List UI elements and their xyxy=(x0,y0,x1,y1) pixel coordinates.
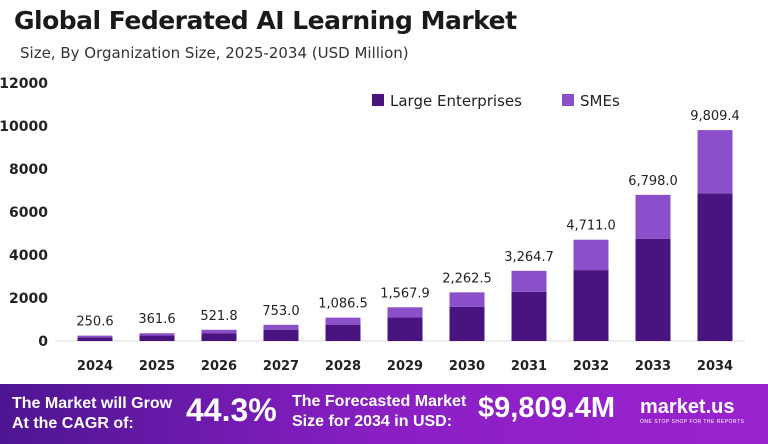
forecast-label-line2: Size for 2034 in USD: xyxy=(292,413,453,430)
x-tick-label: 2032 xyxy=(573,359,609,374)
bar-large-enterprises xyxy=(139,335,175,341)
forecast-label: The Forecasted Market Size for 2034 in US… xyxy=(292,392,466,432)
x-tick-label: 2033 xyxy=(635,359,671,374)
chart-title: Global Federated AI Learning Market xyxy=(14,6,517,35)
forecast-label-line1: The Forecasted Market xyxy=(292,393,467,410)
chart-subtitle: Size, By Organization Size, 2025-2034 (U… xyxy=(20,44,409,62)
legend-label: Large Enterprises xyxy=(390,92,522,110)
x-tick-label: 2030 xyxy=(449,359,485,374)
market-us-logo: market.us ONE STOP SHOP FOR THE REPORTS xyxy=(640,396,744,425)
x-tick-label: 2027 xyxy=(263,359,299,374)
bar-large-enterprises xyxy=(387,317,423,341)
legend-swatch xyxy=(562,94,574,106)
bar-large-enterprises xyxy=(201,333,237,341)
bar-large-enterprises xyxy=(263,329,299,341)
x-tick-label: 2024 xyxy=(77,359,113,374)
bar-smes xyxy=(449,292,485,307)
data-label: 250.6 xyxy=(76,315,113,330)
bar-large-enterprises xyxy=(325,324,361,341)
bar-large-enterprises xyxy=(697,193,733,341)
y-tick-label: 8000 xyxy=(9,162,48,178)
data-label: 1,567.9 xyxy=(380,286,430,301)
x-tick-label: 2028 xyxy=(325,359,361,374)
x-tick-label: 2025 xyxy=(139,359,175,374)
bar-smes xyxy=(697,130,733,194)
summary-banner: The Market will Grow At the CAGR of: 44.3… xyxy=(0,384,768,444)
bar-smes xyxy=(77,335,113,338)
x-tick-label: 2034 xyxy=(697,359,733,374)
data-label: 753.0 xyxy=(262,304,299,319)
bar-smes xyxy=(573,239,609,271)
bar-chart: 0 2000 4000 6000 8000 10000 12000 250.6 2024 361.… xyxy=(0,76,745,374)
bar-smes xyxy=(263,324,299,330)
data-label: 361.6 xyxy=(138,312,175,327)
bar-smes xyxy=(201,329,237,334)
bar-smes xyxy=(635,194,671,239)
bar-smes xyxy=(139,333,175,336)
logo-text: market.us xyxy=(640,396,735,418)
y-tick-label: 2000 xyxy=(9,291,48,307)
y-tick-label: 6000 xyxy=(9,205,48,221)
x-tick-label: 2029 xyxy=(387,359,423,374)
legend-label: SMEs xyxy=(580,92,620,110)
y-tick-label: 0 xyxy=(38,334,48,350)
x-tick-label: 2031 xyxy=(511,359,547,374)
bar-smes xyxy=(325,317,361,325)
x-tick-label: 2026 xyxy=(201,359,237,374)
cagr-value: 44.3% xyxy=(186,392,277,428)
data-label: 1,086.5 xyxy=(318,297,368,312)
bar-large-enterprises xyxy=(573,270,609,341)
bar-large-enterprises xyxy=(635,238,671,341)
bar-large-enterprises xyxy=(77,337,113,341)
legend-swatch xyxy=(372,94,384,106)
data-label: 521.8 xyxy=(200,309,237,324)
bar-smes xyxy=(387,307,423,318)
y-tick-label: 4000 xyxy=(9,248,48,264)
data-label: 4,711.0 xyxy=(566,219,616,234)
cagr-label-line1: The Market will Grow xyxy=(12,395,173,412)
logo-tagline: ONE STOP SHOP FOR THE REPORTS xyxy=(640,419,745,425)
data-label: 6,798.0 xyxy=(628,174,678,189)
data-label: 3,264.7 xyxy=(504,250,554,265)
cagr-label: The Market will Grow At the CAGR of: xyxy=(12,394,172,434)
bar-large-enterprises xyxy=(449,306,485,341)
data-label: 2,262.5 xyxy=(442,271,492,286)
y-tick-label: 10000 xyxy=(0,119,48,135)
data-label: 9,809.4 xyxy=(690,109,740,124)
y-tick-label: 12000 xyxy=(0,76,48,92)
bar-smes xyxy=(511,270,547,292)
bar-large-enterprises xyxy=(511,291,547,341)
cagr-label-line2: At the CAGR of: xyxy=(12,415,134,432)
forecast-value: $9,809.4M xyxy=(478,392,616,424)
